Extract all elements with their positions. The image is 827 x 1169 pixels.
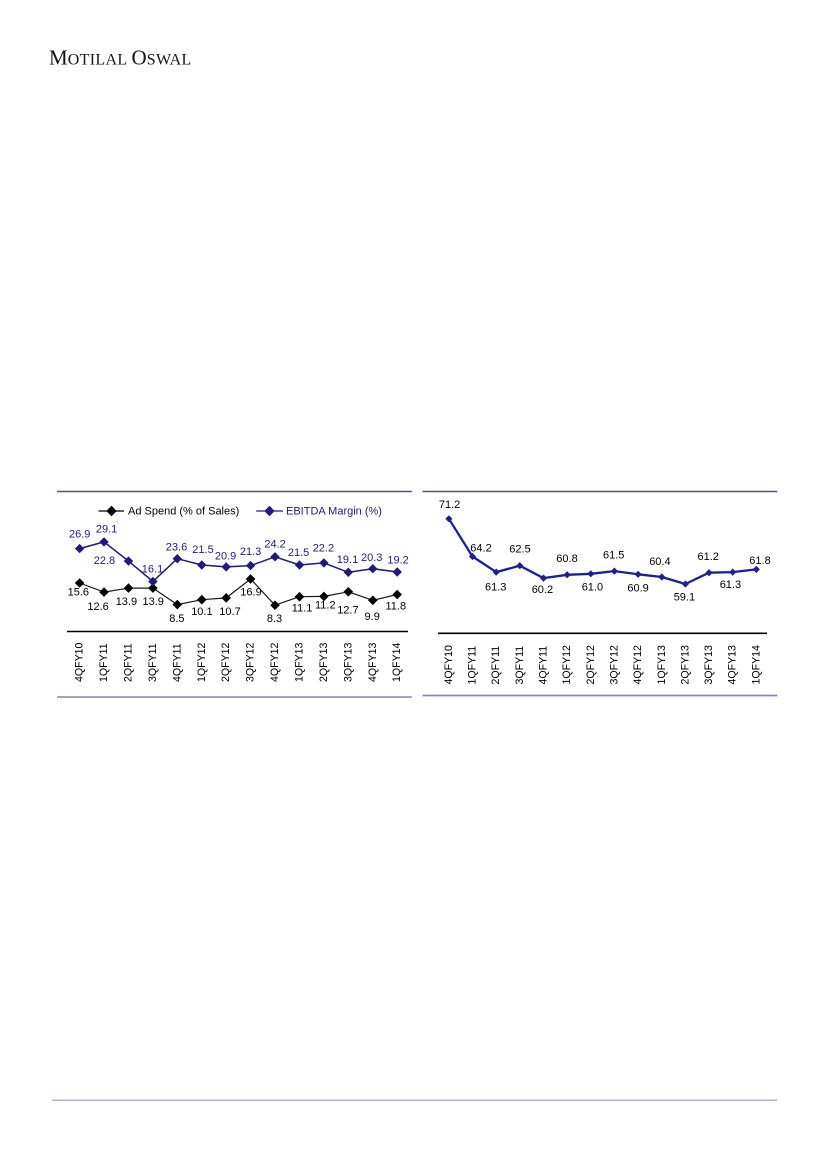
svg-text:2QFY13: 2QFY13 <box>679 645 691 685</box>
svg-text:1QFY11: 1QFY11 <box>467 646 479 685</box>
svg-text:1QFY13: 1QFY13 <box>656 645 668 685</box>
svg-text:1QFY14: 1QFY14 <box>750 645 762 685</box>
svg-text:61.3: 61.3 <box>485 582 506 594</box>
svg-text:64.2: 64.2 <box>470 542 491 554</box>
svg-text:21.5: 21.5 <box>192 544 213 556</box>
svg-text:60.9: 60.9 <box>627 582 648 594</box>
svg-text:4QFY10: 4QFY10 <box>443 645 455 685</box>
svg-text:21.3: 21.3 <box>240 546 261 558</box>
svg-text:MOTILAL OSWAL: MOTILAL OSWAL <box>49 46 192 70</box>
svg-text:61.0: 61.0 <box>582 582 603 594</box>
svg-text:11.2: 11.2 <box>315 600 336 612</box>
svg-text:12.6: 12.6 <box>87 601 108 613</box>
svg-text:15.6: 15.6 <box>68 587 89 599</box>
svg-text:9.9: 9.9 <box>365 611 380 623</box>
svg-text:19.2: 19.2 <box>387 554 408 566</box>
svg-text:Ad Spend (% of Sales): Ad Spend (% of Sales) <box>128 505 239 517</box>
svg-text:60.8: 60.8 <box>556 553 577 565</box>
svg-text:3QFY12: 3QFY12 <box>245 642 257 682</box>
svg-text:16.1: 16.1 <box>142 564 163 576</box>
svg-text:8.5: 8.5 <box>169 613 184 625</box>
svg-text:1QFY14: 1QFY14 <box>391 642 403 682</box>
svg-text:71.2: 71.2 <box>439 499 460 511</box>
svg-text:61.3: 61.3 <box>720 579 741 591</box>
svg-text:3QFY13: 3QFY13 <box>342 642 354 682</box>
svg-text:1QFY11: 1QFY11 <box>98 643 110 682</box>
svg-text:62.5: 62.5 <box>509 543 530 555</box>
svg-text:4QFY10: 4QFY10 <box>74 642 86 682</box>
svg-text:10.1: 10.1 <box>191 606 212 618</box>
svg-text:26.9: 26.9 <box>69 528 90 540</box>
svg-text:61.2: 61.2 <box>697 551 718 563</box>
svg-text:1QFY13: 1QFY13 <box>294 642 306 682</box>
svg-text:8.3: 8.3 <box>267 613 282 625</box>
svg-text:2QFY13: 2QFY13 <box>318 642 330 682</box>
svg-text:4QFY11: 4QFY11 <box>538 646 550 685</box>
svg-text:4QFY12: 4QFY12 <box>269 642 281 682</box>
svg-text:16.9: 16.9 <box>240 587 261 599</box>
svg-text:3QFY11: 3QFY11 <box>147 643 159 682</box>
svg-text:20.9: 20.9 <box>215 550 236 562</box>
svg-text:59.1: 59.1 <box>674 592 695 604</box>
svg-text:2QFY12: 2QFY12 <box>220 642 232 682</box>
svg-text:60.4: 60.4 <box>649 556 670 568</box>
svg-text:11.8: 11.8 <box>386 600 407 612</box>
svg-text:24.2: 24.2 <box>264 539 285 551</box>
svg-text:22.8: 22.8 <box>94 555 115 567</box>
svg-text:21.5: 21.5 <box>288 547 309 559</box>
svg-text:61.5: 61.5 <box>603 549 624 561</box>
svg-text:20.3: 20.3 <box>361 552 382 564</box>
svg-text:12.7: 12.7 <box>337 605 358 617</box>
svg-text:1QFY12: 1QFY12 <box>561 645 573 685</box>
svg-text:60.2: 60.2 <box>532 584 553 596</box>
svg-text:23.6: 23.6 <box>166 541 187 553</box>
svg-text:22.2: 22.2 <box>313 543 334 555</box>
svg-text:3QFY13: 3QFY13 <box>703 645 715 685</box>
svg-text:13.9: 13.9 <box>116 596 137 608</box>
svg-text:19.1: 19.1 <box>337 554 358 566</box>
svg-text:13.9: 13.9 <box>142 596 163 608</box>
svg-text:11.1: 11.1 <box>292 603 313 615</box>
svg-text:3QFY12: 3QFY12 <box>608 645 620 685</box>
svg-text:4QFY11: 4QFY11 <box>171 643 183 682</box>
svg-text:3QFY11: 3QFY11 <box>514 646 526 685</box>
svg-text:2QFY11: 2QFY11 <box>123 643 135 682</box>
svg-text:29.1: 29.1 <box>96 524 117 536</box>
svg-text:4QFY13: 4QFY13 <box>367 642 379 682</box>
svg-text:4QFY12: 4QFY12 <box>632 645 644 685</box>
svg-text:4QFY13: 4QFY13 <box>727 645 739 685</box>
svg-text:2QFY11: 2QFY11 <box>490 646 502 685</box>
svg-text:2QFY12: 2QFY12 <box>585 645 597 685</box>
svg-text:1QFY12: 1QFY12 <box>196 642 208 682</box>
svg-text:61.8: 61.8 <box>749 555 770 567</box>
svg-text:EBITDA Margin (%): EBITDA Margin (%) <box>286 505 382 517</box>
svg-text:10.7: 10.7 <box>219 606 240 618</box>
